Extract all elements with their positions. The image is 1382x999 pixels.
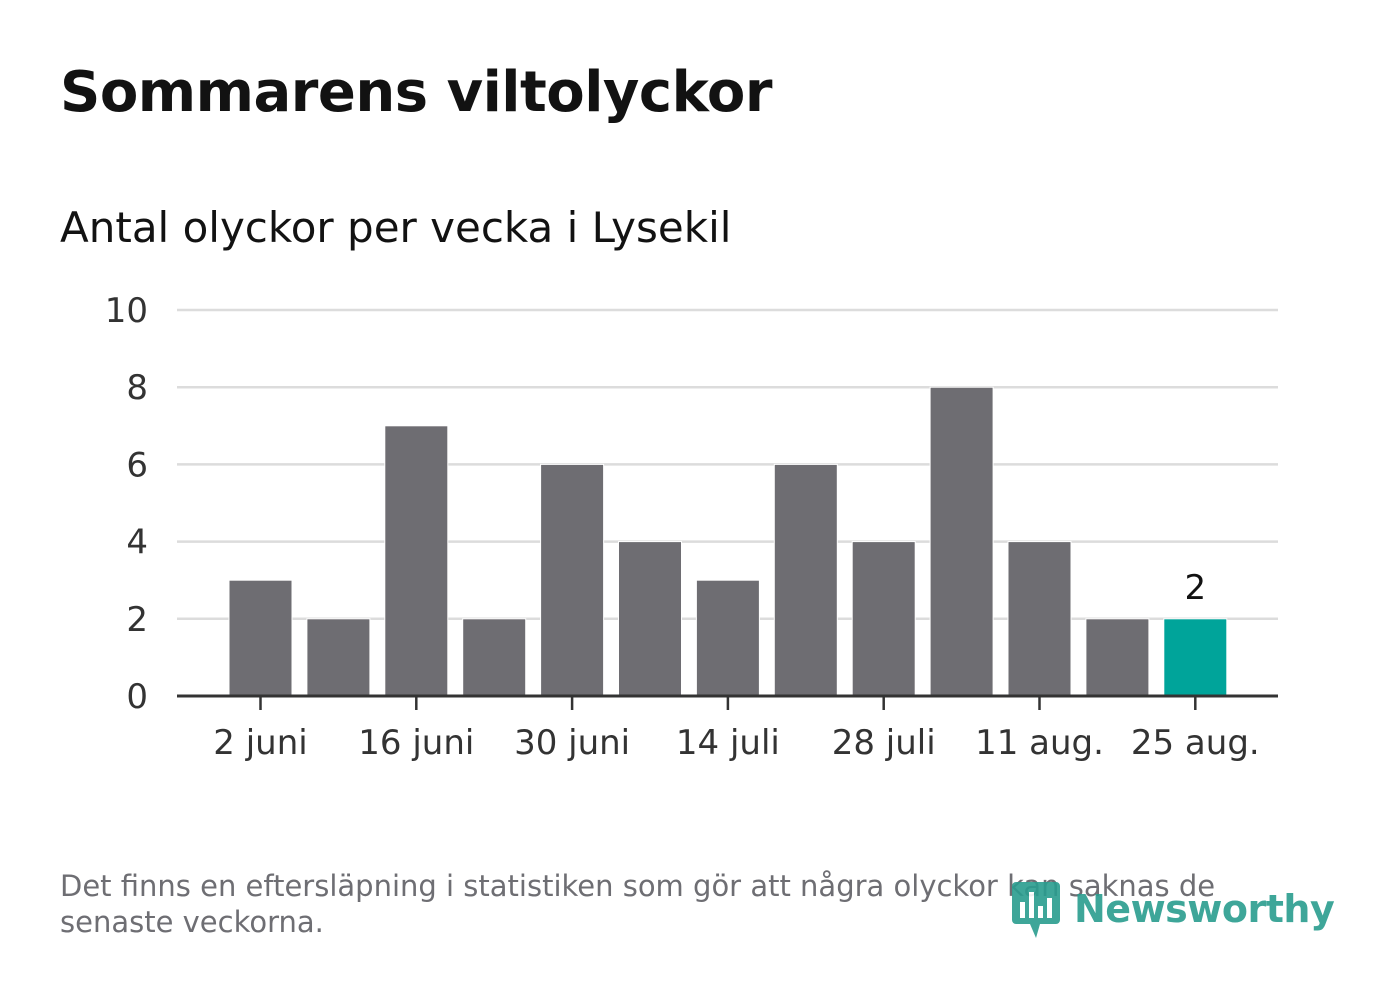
x-tick-label: 30 juni: [514, 723, 630, 763]
axis-labels: 0 2 4 6 8 10 2 juni 16 juni 30 juni 14 juli 28 jul…: [105, 291, 1260, 763]
bar: [540, 463, 605, 697]
chart-title: Sommarens viltolyckor: [60, 60, 772, 125]
bar: [306, 618, 371, 697]
x-tick-label: 25 aug.: [1131, 723, 1260, 763]
x-axis: [177, 694, 1278, 710]
bar: [929, 386, 994, 697]
brand-name: Newsworthy: [1074, 887, 1335, 931]
y-tick-label: 6: [126, 445, 148, 485]
x-tick-label: 14 juli: [676, 723, 780, 763]
chart-subtitle: Antal olyckor per vecka i Lysekil: [60, 203, 732, 252]
y-tick-label: 2: [126, 600, 148, 640]
bar-highlight: [1163, 618, 1228, 697]
bar-chart: 0 2 4 6 8 10 2 juni 16 juni 30 juni 14 juli 28 jul…: [105, 291, 1278, 763]
bars: [228, 386, 1228, 697]
x-tick-label: 11 aug.: [975, 723, 1104, 763]
bar: [618, 541, 682, 697]
bar: [1007, 541, 1072, 697]
bar: [851, 541, 916, 697]
x-tick-label: 16 juni: [358, 723, 474, 763]
bar: [773, 463, 838, 697]
y-tick-label: 8: [126, 368, 148, 408]
data-label: 2: [1184, 568, 1206, 608]
x-tick-label: 28 juli: [832, 723, 936, 763]
x-tick-label: 2 juni: [213, 723, 307, 763]
newsworthy-logo-icon: [1012, 882, 1060, 938]
y-tick-label: 10: [105, 291, 148, 331]
grid-lines: [177, 308, 1278, 621]
brand-logo: Newsworthy: [1010, 874, 1335, 944]
bar: [384, 425, 449, 697]
bar: [228, 579, 293, 697]
y-tick-label: 4: [126, 523, 148, 563]
bar: [1085, 618, 1150, 697]
y-tick-label: 0: [126, 677, 148, 717]
bar: [695, 579, 760, 697]
bar: [462, 618, 527, 697]
